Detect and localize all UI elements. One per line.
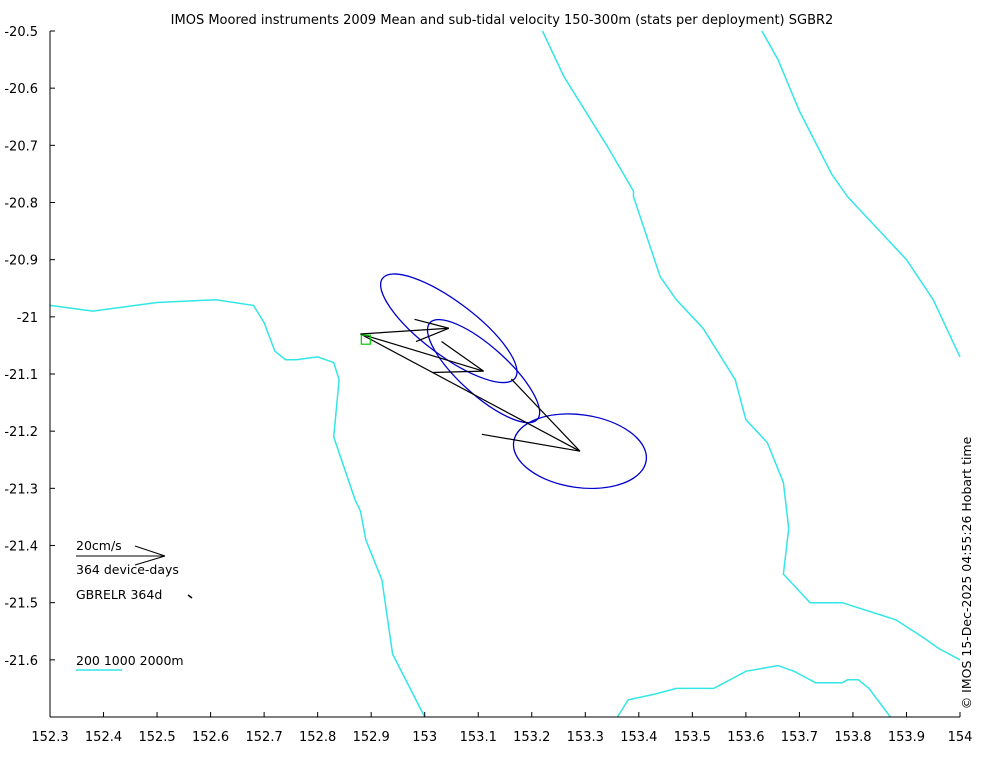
y-tick-label: -20.8 <box>4 197 38 212</box>
x-tick-label: 153.1 <box>460 730 497 745</box>
velocity-vectors <box>360 318 581 452</box>
scale-vector-label: 20cm/s <box>76 538 122 553</box>
y-tick-label: -20.6 <box>4 82 38 97</box>
y-tick-label: -21.2 <box>4 425 38 440</box>
x-tick-label: 154 <box>948 730 973 745</box>
velocity-vector <box>360 333 581 452</box>
y-tick-label: -20.5 <box>4 25 38 40</box>
axes: 152.3 152.4 152.5 152.6 152.7 152.8 152.9 153 15… <box>4 25 972 745</box>
variance-ellipse <box>379 273 518 384</box>
variance-ellipse <box>512 413 648 490</box>
x-tick-label: 152.4 <box>85 730 122 745</box>
x-tick-label: 152.5 <box>138 730 175 745</box>
scale-vector-sublabel: 364 device-days <box>76 562 179 577</box>
x-tick-label: 153.4 <box>620 730 657 745</box>
y-axis-ticks: -20.5 -20.6 -20.7 -20.8 -20.9 -21 -21.1 -21.2 -2… <box>4 25 55 669</box>
bathymetry-contour <box>49 298 426 718</box>
credit-text: © IMOS 15-Dec-2025 04:55:26 Hobart time <box>959 436 974 709</box>
y-tick-label: -21.1 <box>4 368 38 383</box>
y-tick-label: -21.3 <box>4 482 38 497</box>
depth-legend-label: 200 1000 2000m <box>76 653 184 668</box>
x-tick-label: 153 <box>412 730 437 745</box>
y-tick-label: -20.7 <box>4 139 38 154</box>
deployment-arrow <box>187 594 193 599</box>
velocity-vector <box>360 318 450 343</box>
x-tick-label: 152.9 <box>353 730 390 745</box>
plot-area <box>49 30 961 718</box>
legend: 20cm/s 364 device-days GBRELR 364d 200 1… <box>76 538 193 671</box>
x-tick-label: 152.8 <box>299 730 336 745</box>
y-tick-label: -20.9 <box>4 254 38 269</box>
mooring-marker <box>360 334 371 345</box>
x-tick-label: 152.7 <box>246 730 283 745</box>
variance-ellipses <box>379 273 648 490</box>
bathymetry-contour <box>616 664 892 718</box>
x-tick-label: 153.6 <box>727 730 764 745</box>
bathymetry-contour <box>761 30 961 358</box>
x-tick-label: 153.7 <box>781 730 818 745</box>
chart-title: IMOS Moored instruments 2009 Mean and su… <box>171 13 834 28</box>
deployment-label: GBRELR 364d <box>76 587 162 602</box>
bathymetry-contour <box>541 30 961 661</box>
y-tick-label: -21.4 <box>4 540 38 555</box>
velocity-vector <box>360 333 484 374</box>
x-tick-label: 153.8 <box>834 730 871 745</box>
x-axis-ticks: 152.3 152.4 152.5 152.6 152.7 152.8 152.9 153 15… <box>31 712 972 745</box>
x-tick-label: 153.2 <box>513 730 550 745</box>
bathymetry-contours <box>49 30 961 718</box>
x-tick-label: 152.6 <box>192 730 229 745</box>
x-tick-label: 153.3 <box>567 730 604 745</box>
y-tick-label: -21.6 <box>4 654 38 669</box>
y-tick-label: -21 <box>17 311 38 326</box>
scale-vector-arrow <box>76 545 166 566</box>
x-tick-label: 153.5 <box>674 730 711 745</box>
y-tick-label: -21.5 <box>4 597 38 612</box>
x-tick-label: 152.3 <box>31 730 68 745</box>
x-tick-label: 153.9 <box>888 730 925 745</box>
